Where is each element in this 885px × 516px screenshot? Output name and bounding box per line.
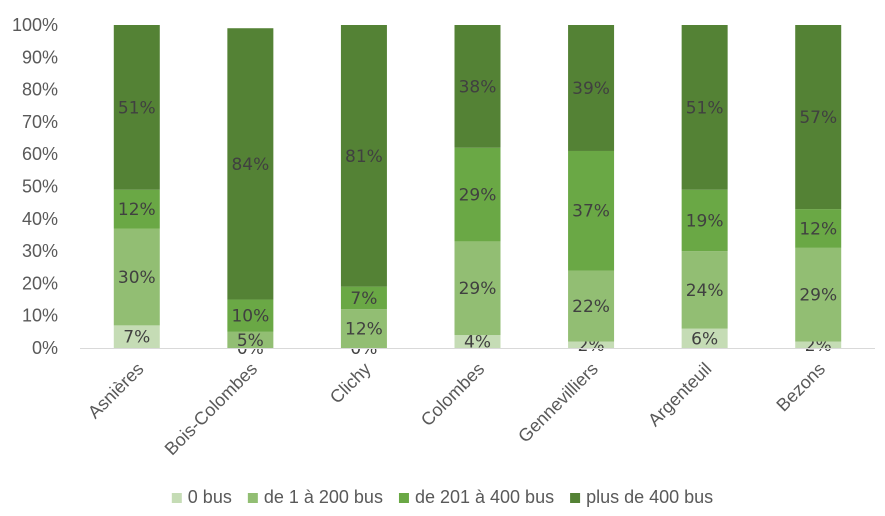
y-tick-label: 0% [32,338,58,358]
x-tick-label: Gennevilliers [514,359,602,447]
bar-segment [340,309,387,348]
bar-segment [227,28,274,300]
x-tick-label: Asnières [84,359,148,423]
data-label: 5% [237,331,264,351]
data-label: 39% [572,79,610,99]
data-label: 29% [459,186,497,206]
x-axis: Asnières Bois-Colombes Clichy Colombes Genne… [80,348,875,459]
data-label: 6% [691,329,718,349]
bar-segment [113,25,160,190]
data-label: 51% [118,98,156,118]
y-tick-label: 30% [22,241,58,261]
data-label: 29% [799,286,837,306]
y-tick-label: 70% [22,112,58,132]
y-tick-label: 40% [22,209,58,229]
legend-label: de 1 à 200 bus [264,487,383,507]
bar-segment [568,25,615,151]
y-tick-label: 80% [22,80,58,100]
data-label: 12% [118,200,156,220]
x-tick-label: Clichy [326,359,375,408]
data-label: 57% [799,108,837,128]
legend-swatch [398,493,409,503]
y-tick-label: 60% [22,144,58,164]
y-tick-label: 100% [12,15,58,35]
bar-segment [795,341,842,348]
bar-segment [795,25,842,210]
data-label: 12% [799,219,837,239]
bar-segment [113,189,160,229]
data-label: 38% [459,77,497,97]
y-tick-label: 50% [22,177,58,197]
data-label: 29% [459,279,497,299]
legend: 0 bus de 1 à 200 bus de 201 à 400 bus plus … [171,487,713,507]
legend-swatch [247,493,258,503]
data-label: 4% [464,333,491,353]
bar-segment [568,150,615,271]
legend-label: plus de 400 bus [586,487,713,507]
data-label: 22% [572,297,610,317]
y-tick-label: 90% [22,47,58,67]
bar-segment [681,189,728,252]
data-label: 30% [118,268,156,288]
y-axis: 0% 10% 20% 30% 40% 50% 60% 70% 80% 90% 100% [12,15,58,358]
data-label: 12% [345,320,383,340]
bar-segment [113,325,160,348]
bar-segment [568,341,615,348]
x-tick-label: Bois-Colombes [161,359,261,459]
bar-segment [681,328,728,348]
bar-segment [227,299,274,332]
data-label: 10% [231,307,269,327]
data-label: 51% [686,98,724,118]
bar-segment [795,209,842,248]
bar-segment [681,25,728,190]
bar-segment [340,286,387,310]
data-label: 7% [350,289,377,309]
legend-label: de 201 à 400 bus [415,487,554,507]
x-tick-label: Colombes [417,359,488,430]
bar-segment [454,25,501,148]
data-label: 24% [686,281,724,301]
bar-segment [227,331,274,348]
legend-swatch [171,493,182,503]
bar-segment [454,335,501,348]
x-tick-label: Argenteuil [644,359,715,430]
bar-segment [568,270,615,342]
legend-swatch [570,493,581,503]
bar-segment [454,147,501,242]
data-label: 81% [345,147,383,167]
y-tick-label: 20% [22,273,58,293]
bar-segment [681,251,728,329]
data-label: 84% [231,155,269,175]
data-label: 37% [572,202,610,222]
legend-label: 0 bus [188,487,232,507]
bar-segment [454,241,501,336]
bar-segment [340,25,387,287]
bars: 7%30%12%51%0%5%10%84%0%12%7%81%4%29%29%3… [113,25,842,359]
bar-segment [795,247,842,342]
x-tick-label: Bezons [772,359,829,416]
data-label: 19% [686,211,724,231]
bar-segment [113,228,160,326]
data-label: 7% [123,328,150,348]
y-tick-label: 10% [22,306,58,326]
